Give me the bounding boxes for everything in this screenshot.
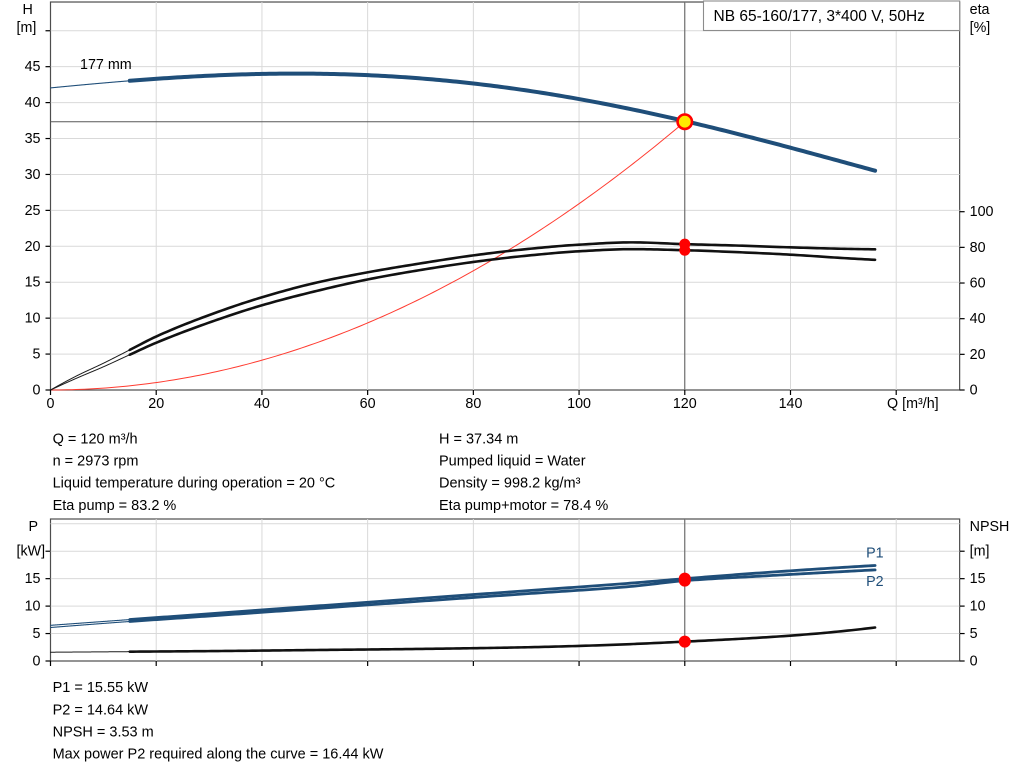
svg-text:45: 45 — [25, 59, 41, 75]
svg-text:5: 5 — [33, 347, 41, 363]
svg-text:Density = 998.2 kg/m³: Density = 998.2 kg/m³ — [439, 476, 581, 492]
svg-text:P1: P1 — [866, 545, 884, 561]
svg-text:177 mm: 177 mm — [80, 57, 132, 73]
svg-text:Liquid temperature during oper: Liquid temperature during operation = 20… — [53, 476, 336, 492]
svg-text:5: 5 — [970, 626, 978, 642]
svg-text:0: 0 — [33, 654, 41, 670]
svg-text:Q = 120 m³/h: Q = 120 m³/h — [53, 431, 138, 447]
svg-text:eta: eta — [970, 2, 990, 18]
svg-text:P2 = 14.64 kW: P2 = 14.64 kW — [53, 702, 149, 718]
svg-text:0: 0 — [970, 383, 978, 399]
svg-text:10: 10 — [25, 311, 41, 327]
svg-text:[kW]: [kW] — [17, 544, 46, 560]
svg-text:Pumped liquid = Water: Pumped liquid = Water — [439, 454, 586, 470]
svg-text:20: 20 — [970, 347, 986, 363]
svg-text:n = 2973 rpm: n = 2973 rpm — [53, 454, 139, 470]
svg-text:Q [m³/h]: Q [m³/h] — [887, 396, 939, 412]
svg-text:60: 60 — [360, 396, 376, 412]
svg-text:80: 80 — [970, 240, 986, 256]
svg-text:10: 10 — [970, 599, 986, 615]
svg-text:30: 30 — [25, 167, 41, 183]
svg-text:[m]: [m] — [970, 544, 990, 560]
svg-text:NPSH: NPSH — [970, 519, 1010, 535]
svg-text:H = 37.34 m: H = 37.34 m — [439, 431, 518, 447]
svg-text:100: 100 — [970, 204, 994, 220]
svg-text:40: 40 — [970, 311, 986, 327]
svg-text:100: 100 — [567, 396, 591, 412]
svg-text:0: 0 — [47, 396, 55, 412]
svg-text:P: P — [29, 519, 39, 535]
svg-text:Eta pump+motor = 78.4 %: Eta pump+motor = 78.4 % — [439, 498, 608, 514]
svg-text:40: 40 — [254, 396, 270, 412]
svg-text:[m]: [m] — [17, 20, 37, 36]
svg-text:0: 0 — [33, 383, 41, 399]
svg-text:[%]: [%] — [970, 20, 991, 36]
svg-text:80: 80 — [465, 396, 481, 412]
svg-text:10: 10 — [25, 599, 41, 615]
svg-text:35: 35 — [25, 131, 41, 147]
svg-text:P2: P2 — [866, 574, 884, 590]
svg-text:NB 65-160/177, 3*400 V, 50Hz: NB 65-160/177, 3*400 V, 50Hz — [714, 8, 925, 25]
svg-text:60: 60 — [970, 276, 986, 292]
svg-text:P1 = 15.55 kW: P1 = 15.55 kW — [53, 680, 149, 696]
svg-text:5: 5 — [33, 626, 41, 642]
svg-text:NPSH = 3.53 m: NPSH = 3.53 m — [53, 725, 154, 741]
svg-text:140: 140 — [779, 396, 803, 412]
svg-text:120: 120 — [673, 396, 697, 412]
svg-text:25: 25 — [25, 203, 41, 219]
svg-text:Max power P2 required along th: Max power P2 required along the curve = … — [53, 747, 384, 763]
svg-text:H: H — [23, 2, 33, 18]
svg-text:15: 15 — [970, 571, 986, 587]
svg-text:20: 20 — [25, 239, 41, 255]
svg-text:0: 0 — [970, 654, 978, 670]
svg-text:20: 20 — [148, 396, 164, 412]
svg-text:Eta pump = 83.2 %: Eta pump = 83.2 % — [53, 498, 177, 514]
svg-text:40: 40 — [25, 95, 41, 111]
svg-text:15: 15 — [25, 275, 41, 291]
svg-text:15: 15 — [25, 571, 41, 587]
